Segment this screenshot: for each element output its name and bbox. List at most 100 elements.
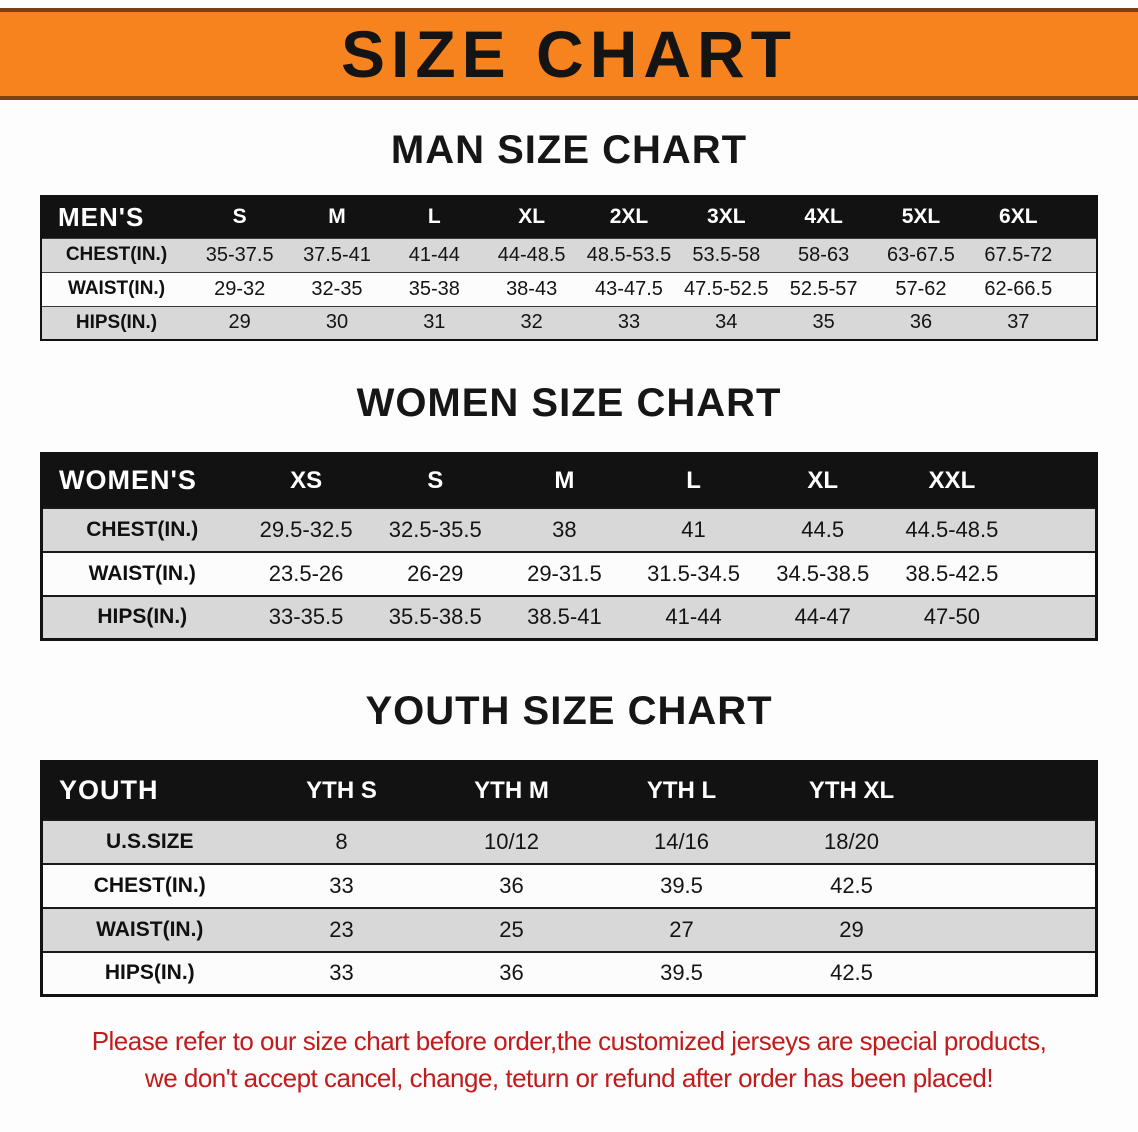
row-label: WAIST(IN.) (67, 278, 166, 299)
size-value: 43-47.5 (595, 277, 663, 300)
size-value: 58-63 (798, 243, 850, 266)
women-section-heading: WOMEN SIZE CHART (356, 381, 782, 425)
spacer-cell (1067, 238, 1097, 272)
size-value: 35-38 (408, 277, 460, 300)
size-value: 36 (499, 960, 524, 986)
size-value: 33 (329, 872, 354, 898)
row-label: WAIST(IN.) (96, 917, 204, 941)
size-value: 57-62 (895, 277, 947, 300)
size-column-header: XL (482, 196, 581, 238)
table-row: CHEST(IN.) 33 36 39.5 42.5 (41, 863, 1097, 908)
size-value: 47.5-52.5 (684, 277, 769, 300)
size-value: 30 (325, 311, 349, 334)
size-column-header: XS (241, 453, 371, 508)
size-value: 18/20 (823, 828, 880, 854)
size-value: 29-32 (214, 277, 266, 300)
size-value: 44.5 (801, 516, 845, 542)
size-value: 44-48.5 (497, 243, 566, 266)
size-value: 29-31.5 (527, 560, 602, 586)
men-section: MAN SIZE CHART MEN'S S M L XL 2XL 3XL 4XL 5XL 6XL… (0, 128, 1138, 341)
size-value: 29 (839, 916, 864, 942)
spacer-cell (937, 864, 1097, 908)
table-row: WAIST(IN.) 29-32 32-35 35-38 38-43 43-47.5 47.… (41, 272, 1097, 306)
size-column-header: 6XL (969, 196, 1067, 238)
size-column-header: YTH XL (766, 761, 937, 820)
table-row: WAIST(IN.) 23 25 27 29 (41, 907, 1097, 952)
spacer-cell (1067, 306, 1097, 340)
table-row: CHEST(IN.) 29.5-32.5 32.5-35.5 38 41 44.5 44.5… (41, 507, 1097, 552)
table-row: HIPS(IN.) 33 36 39.5 42.5 (41, 951, 1097, 996)
size-column-header: S (370, 453, 500, 508)
spacer-cell (937, 820, 1097, 864)
row-label: CHEST(IN.) (93, 873, 206, 897)
size-value: 33 (329, 960, 354, 986)
disclaimer-line-1: Please refer to our size chart before or… (91, 1026, 1047, 1056)
spacer-cell (1016, 453, 1097, 508)
size-column-header: YTH M (426, 761, 597, 820)
youth-section-heading: YOUTH SIZE CHART (365, 689, 773, 733)
men-section-heading: MAN SIZE CHART (390, 128, 748, 172)
women-size-table: WOMEN'S XS S M L XL XXL CHEST(IN.) 29.5-32.5 32.5… (40, 452, 1098, 641)
size-value: 47-50 (923, 604, 981, 630)
size-value: 35-37.5 (205, 243, 274, 266)
spacer-cell (1067, 272, 1097, 306)
size-column-header: 4XL (774, 196, 873, 238)
row-label: CHEST(IN.) (86, 517, 199, 541)
size-value: 23 (329, 916, 354, 942)
size-value: 33 (617, 311, 641, 334)
size-column-header: XXL (887, 453, 1017, 508)
table-row: WAIST(IN.) 23.5-26 26-29 29-31.5 31.5-34.5 34… (41, 551, 1097, 596)
row-label: HIPS(IN.) (75, 311, 158, 333)
size-value: 37.5-41 (303, 243, 371, 266)
table-row: CHEST(IN.) 35-37.5 37.5-41 41-44 44-48.5 48.5… (41, 238, 1097, 272)
spacer-cell (1017, 596, 1097, 640)
spacer-cell (1017, 508, 1097, 552)
size-value: 63-67.5 (887, 243, 955, 266)
table-row: HIPS(IN.) 33-35.5 35.5-38.5 38.5-41 41-44 44-… (41, 595, 1097, 640)
table-row: HIPS(IN.) 29 30 31 32 33 34 35 36 37 (41, 306, 1097, 340)
spacer-cell (937, 952, 1097, 996)
size-column-header: S (191, 196, 289, 238)
banner-title: SIZE CHART (341, 17, 797, 91)
header-row: YOUTH YTH S YTH M YTH L YTH XL (41, 761, 1097, 820)
size-value: 31.5-34.5 (647, 560, 741, 586)
size-value: 25 (499, 916, 524, 942)
row-label: HIPS(IN.) (97, 605, 188, 629)
size-value: 52.5-57 (789, 277, 858, 300)
size-value: 26-29 (407, 560, 464, 586)
size-value: 42.5 (830, 960, 873, 986)
size-value: 37 (1007, 311, 1030, 334)
size-value: 44-47 (794, 604, 851, 630)
size-value: 39.5 (660, 960, 703, 986)
table-row: U.S.SIZE 8 10/12 14/16 18/20 (41, 819, 1097, 864)
size-value: 29 (228, 311, 251, 334)
size-value: 53.5-58 (692, 243, 761, 266)
size-value: 38-43 (506, 277, 558, 300)
size-value: 36 (909, 311, 933, 334)
size-column-header: L (385, 196, 483, 238)
header-row: WOMEN'S XS S M L XL XXL (41, 453, 1097, 508)
size-value: 62-66.5 (984, 277, 1053, 300)
size-value: 35 (812, 311, 835, 334)
header-row: MEN'S S M L XL 2XL 3XL 4XL 5XL 6XL (41, 196, 1097, 238)
size-value: 67.5-72 (984, 243, 1053, 266)
size-value: 32 (520, 311, 543, 334)
size-value: 48.5-53.5 (586, 243, 672, 266)
row-label: CHEST(IN.) (65, 244, 168, 265)
size-value: 32.5-35.5 (388, 516, 482, 542)
youth-size-table: YOUTH YTH S YTH M YTH L YTH XL U.S.SIZE 8 10/12… (40, 760, 1098, 997)
size-column-header: M (499, 453, 629, 508)
spacer-cell (936, 761, 1097, 820)
size-column-header: YTH S (256, 761, 427, 820)
table-group-label: MEN'S (41, 196, 191, 238)
size-value: 35.5-38.5 (388, 604, 482, 630)
size-value: 27 (669, 916, 694, 942)
size-value: 39.5 (660, 872, 703, 898)
size-value: 34.5-38.5 (776, 560, 870, 586)
spacer-cell (937, 908, 1097, 952)
size-column-header: 5XL (872, 196, 970, 238)
row-label: U.S.SIZE (105, 829, 194, 853)
size-value: 14/16 (653, 828, 710, 854)
disclaimer-line-2: we don't accept cancel, change, teturn o… (144, 1063, 994, 1093)
